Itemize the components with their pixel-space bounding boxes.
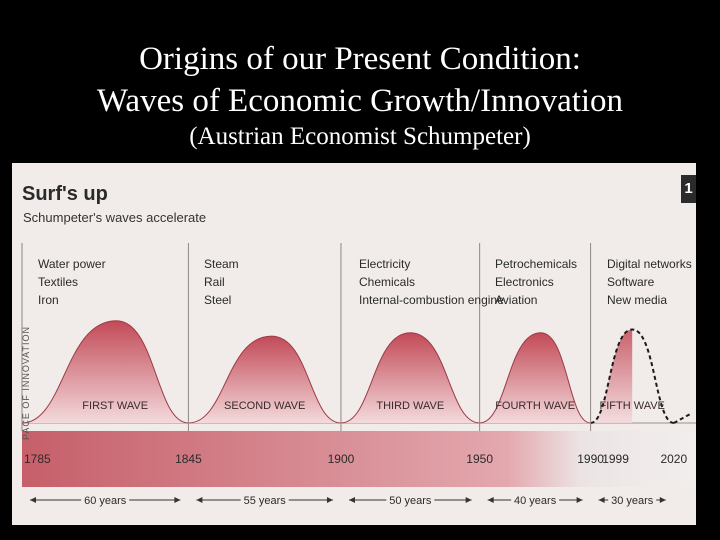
wave-outline <box>21 320 189 424</box>
duration-label-bg <box>240 492 289 508</box>
innovation-label: Digital networks <box>607 257 692 271</box>
wave-area <box>188 336 341 423</box>
chart-title: Surf's up <box>22 183 108 205</box>
innovation-label: Electronics <box>495 275 554 289</box>
innovation-label: Water power <box>38 257 106 271</box>
innovation-label: Steam <box>204 257 239 271</box>
wave-2-innovations: Steam Rail Steel <box>204 255 239 309</box>
slide-title: Origins of our Present Condition: Waves … <box>0 38 720 122</box>
wave-label: FOURTH WAVE <box>495 400 575 412</box>
wave-area <box>479 332 591 423</box>
wave-5-innovations: Digital networks Software New media <box>607 255 692 309</box>
x-tick-label: 1900 <box>328 452 355 466</box>
duration-label-bg <box>608 492 657 508</box>
innovation-label: Electricity <box>359 257 411 271</box>
wave-outline <box>340 332 480 424</box>
innovation-label: Iron <box>38 293 59 307</box>
x-tick-label: 1990 <box>577 452 604 466</box>
wave-1-innovations: Water power Textiles Iron <box>38 255 106 309</box>
innovation-label: Internal-combustion engine <box>359 293 504 307</box>
x-tick-label: 1999 <box>602 452 629 466</box>
chart-subtitle: Schumpeter's waves accelerate <box>23 210 207 225</box>
duration-label-bg <box>511 492 560 508</box>
wave-projection-line <box>590 328 675 424</box>
slide-title-line-2: Waves of Economic Growth/Innovation <box>96 83 624 119</box>
arrow-head-left <box>487 497 494 503</box>
y-axis-label: PACE OF INNOVATION <box>21 325 31 441</box>
waves-chart: FIRST WAVE SECOND WAVE THIRD WAVE FOURTH WA… <box>21 243 696 508</box>
slide-subtitle: (Austrian Economist Schumpeter) <box>189 123 531 150</box>
innovation-label: Aviation <box>495 293 538 307</box>
duration-label: 50 years <box>389 495 432 507</box>
wave-label: FIFTH WAVE <box>600 400 665 412</box>
wave-outline <box>188 335 341 424</box>
arrow-head-left <box>598 497 605 503</box>
arrow-head-left <box>348 497 355 503</box>
wave-outline <box>479 332 591 424</box>
arrow-head-right <box>576 497 583 503</box>
duration-label-bg <box>386 492 435 508</box>
innovation-label: Chemicals <box>359 275 416 289</box>
figure-number-badge: 1 <box>681 175 696 203</box>
wave-area <box>340 332 480 423</box>
slide-title-line-1: Origins of our Present Condition: <box>139 41 581 77</box>
innovation-label: Textiles <box>38 275 79 289</box>
x-tick-label: 2020 <box>660 452 687 466</box>
wave-area <box>22 320 189 423</box>
duration-label: 30 years <box>611 495 654 507</box>
arrow-head-right <box>465 497 472 503</box>
duration-label: 40 years <box>514 495 557 507</box>
wave-3-innovations: Electricity Chemicals Internal-combustio… <box>359 255 504 309</box>
duration-label: 55 years <box>244 495 287 507</box>
x-tick-label: 1785 <box>24 452 51 466</box>
wave-4-innovations: Petrochemicals Electronics Aviation <box>495 255 577 309</box>
innovation-label: Rail <box>204 275 225 289</box>
arrow-head-right <box>659 497 666 503</box>
x-tick-label: 1845 <box>175 452 202 466</box>
wave-label: THIRD WAVE <box>376 400 444 412</box>
duration-label: 60 years <box>84 495 127 507</box>
arrow-head-right <box>326 497 333 503</box>
arrow-head-left <box>30 497 36 503</box>
x-tick-label: 1950 <box>466 452 493 466</box>
innovation-label: Petrochemicals <box>495 257 578 271</box>
chart-figure: FIRST WAVE SECOND WAVE THIRD WAVE FOURTH WA… <box>12 163 696 525</box>
innovation-label: New media <box>607 293 668 307</box>
wave-projection-tail <box>673 412 693 424</box>
innovation-label: Software <box>607 275 655 289</box>
arrow-head-left <box>196 497 203 503</box>
wave-label: SECOND WAVE <box>224 400 305 412</box>
innovation-label: Steel <box>204 293 232 307</box>
duration-label-bg <box>81 492 130 508</box>
wave-area <box>590 329 633 423</box>
wave-label: FIRST WAVE <box>82 400 148 412</box>
timeline-band <box>22 431 696 487</box>
arrow-head-right <box>174 497 181 503</box>
